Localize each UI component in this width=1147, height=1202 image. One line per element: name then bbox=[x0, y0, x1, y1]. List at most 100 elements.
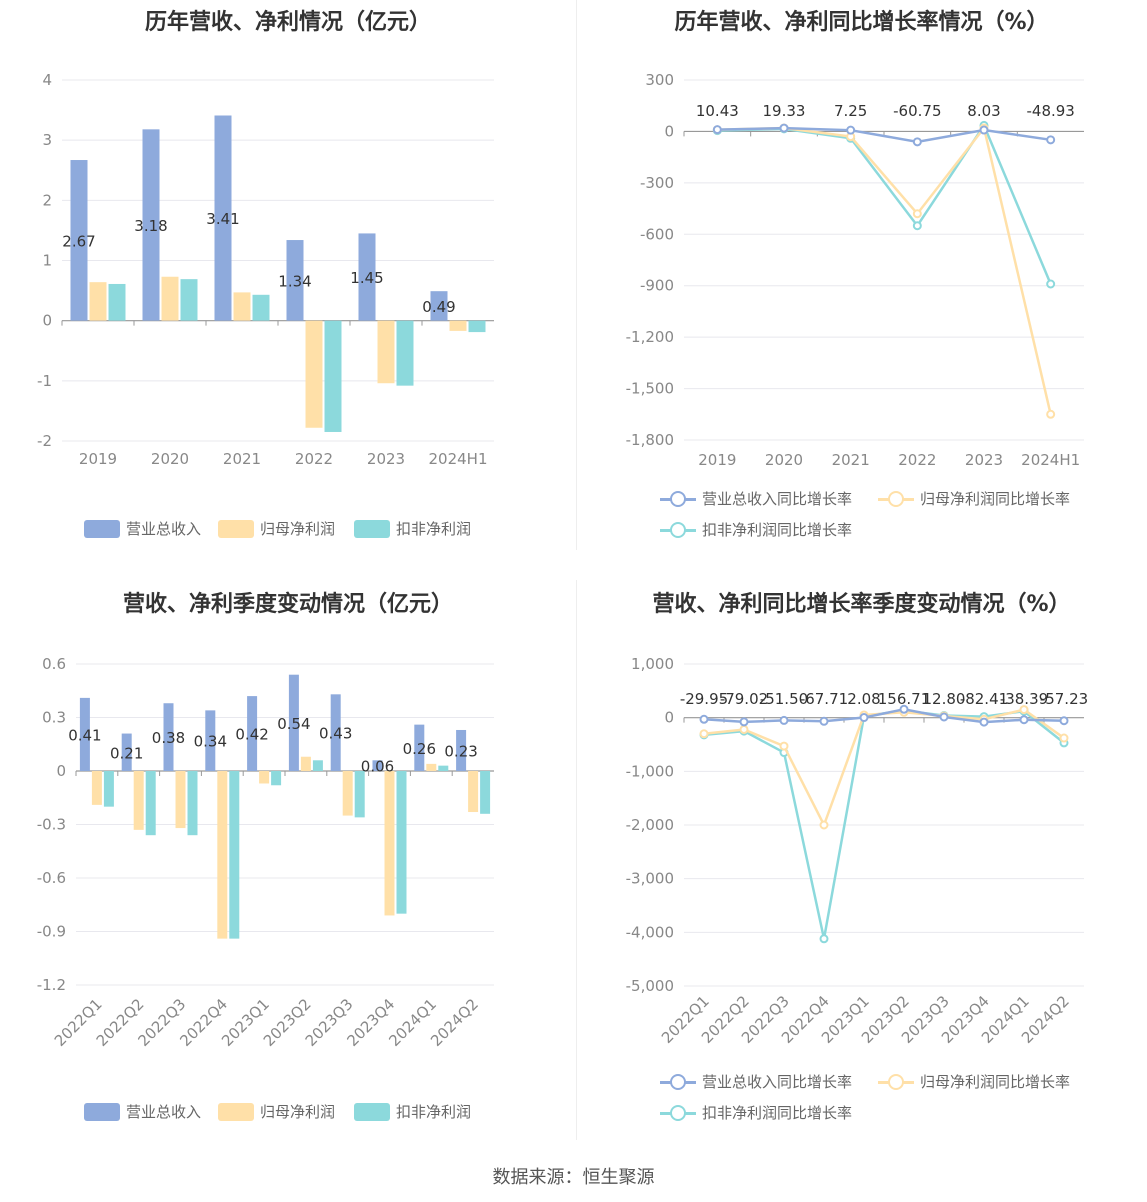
data-label: 0.38 bbox=[152, 729, 185, 747]
bar bbox=[108, 283, 126, 321]
legend-line-icon bbox=[660, 490, 696, 508]
x-tick-label: 2019 bbox=[698, 451, 736, 469]
y-tick-label: 0.6 bbox=[42, 655, 66, 673]
data-label: 3.18 bbox=[134, 217, 167, 235]
annual-values-chart: 4 3 2 1 0 -1 -2 2019 2020 2021 2022 2023 2024H1 2.67 3… bbox=[37, 71, 494, 468]
bar bbox=[426, 763, 437, 771]
bar bbox=[180, 279, 198, 321]
data-point bbox=[819, 820, 829, 830]
data-label: 0.34 bbox=[194, 733, 227, 751]
data-point bbox=[1059, 733, 1069, 743]
quarterly-growth-panel: 营收、净利同比增长率季度变动情况（%） 1,000 0 -1,000 -2,000 -3… bbox=[576, 580, 1147, 1140]
bar bbox=[372, 760, 383, 771]
data-point bbox=[1059, 716, 1069, 726]
data-label: 12.80 bbox=[923, 690, 966, 708]
legend-line-icon bbox=[878, 1073, 914, 1091]
legend-line-icon bbox=[878, 490, 914, 508]
data-point bbox=[846, 125, 856, 135]
data-point bbox=[979, 125, 989, 135]
data-point bbox=[1019, 715, 1029, 725]
y-tick-label: 0.3 bbox=[42, 709, 66, 727]
y-tick-label: -300 bbox=[640, 174, 674, 192]
data-label: 0.42 bbox=[235, 726, 268, 744]
legend-item-net-profit[interactable]: 归母净利润 bbox=[218, 1101, 335, 1122]
data-label: -60.75 bbox=[893, 102, 941, 120]
bar bbox=[468, 771, 479, 813]
bar bbox=[324, 320, 342, 432]
y-tick-label: -1 bbox=[37, 372, 52, 390]
bar bbox=[121, 733, 132, 771]
chart-title: 营收、净利季度变动情况（亿元） bbox=[122, 592, 453, 617]
legend-swatch bbox=[218, 1102, 254, 1121]
legend-item-deducted-profit[interactable]: 扣非净利润 bbox=[354, 518, 471, 539]
legend-item-revenue-growth[interactable]: 营业总收入同比增长率 bbox=[660, 1071, 852, 1092]
x-tick-label: 2024H1 bbox=[1021, 451, 1080, 469]
data-label: 0.41 bbox=[68, 726, 101, 744]
series-line bbox=[703, 708, 1065, 829]
chart-title: 营收、净利同比增长率季度变动情况（%） bbox=[652, 592, 1071, 617]
legend-item-deducted-profit-growth[interactable]: 扣非净利润同比增长率 bbox=[660, 519, 852, 540]
data-label: -38.39 bbox=[1000, 690, 1048, 708]
x-tick-label: 2022 bbox=[295, 450, 333, 468]
legend-item-deducted-profit-growth[interactable]: 扣非净利润同比增长率 bbox=[660, 1102, 852, 1123]
data-point bbox=[912, 209, 922, 219]
bar bbox=[312, 760, 323, 771]
data-label: 0.49 bbox=[422, 298, 455, 316]
legend-item-net-profit-growth[interactable]: 归母净利润同比增长率 bbox=[878, 1071, 1070, 1092]
data-point bbox=[1046, 409, 1056, 419]
data-label: 156.71 bbox=[878, 690, 931, 708]
data-point bbox=[779, 741, 789, 751]
bar bbox=[377, 320, 395, 384]
legend-label: 营业总收入同比增长率 bbox=[702, 1073, 853, 1091]
legend-swatch bbox=[354, 519, 390, 538]
bar bbox=[229, 771, 240, 939]
y-tick-label: 300 bbox=[645, 71, 674, 89]
y-tick-label: -1,000 bbox=[626, 762, 674, 780]
bar bbox=[449, 320, 467, 331]
y-tick-label: 4 bbox=[42, 71, 52, 89]
bar bbox=[396, 771, 407, 914]
data-point bbox=[1046, 135, 1056, 145]
bar bbox=[79, 697, 90, 771]
bar bbox=[91, 771, 102, 805]
data-label: -82.41 bbox=[960, 690, 1008, 708]
y-tick-label: -1,500 bbox=[626, 380, 674, 398]
chart-legend: 营业总收入同比增长率 归母净利润同比增长率 扣非净利润同比增长率 bbox=[576, 488, 1147, 548]
legend-label: 扣非净利润同比增长率 bbox=[702, 1104, 853, 1122]
y-tick-label: -4,000 bbox=[626, 923, 674, 941]
legend-item-revenue-growth[interactable]: 营业总收入同比增长率 bbox=[660, 488, 852, 509]
y-tick-label: 1,000 bbox=[631, 655, 674, 673]
legend-label: 归母净利润同比增长率 bbox=[920, 1073, 1071, 1091]
data-point bbox=[699, 729, 709, 739]
y-tick-label: -1,800 bbox=[626, 431, 674, 449]
data-point bbox=[779, 715, 789, 725]
legend-line-icon bbox=[660, 521, 696, 539]
legend-item-deducted-profit[interactable]: 扣非净利润 bbox=[354, 1101, 471, 1122]
annual-values-panel: 历年营收、净利情况（亿元） 4 3 2 1 0 -1 -2 2019 2020 2021 2022 2… bbox=[0, 0, 576, 560]
legend-item-net-profit[interactable]: 归母净利润 bbox=[218, 518, 335, 539]
quarterly-values-chart: 0.60.30-0.3-0.6-0.9-1.22022Q12022Q22022Q… bbox=[37, 655, 494, 1050]
bar bbox=[247, 696, 258, 771]
data-point bbox=[939, 712, 949, 722]
data-label: 2.08 bbox=[847, 690, 880, 708]
bar bbox=[480, 771, 491, 814]
data-point bbox=[819, 716, 829, 726]
x-tick-label: 2021 bbox=[832, 451, 870, 469]
bar bbox=[161, 276, 179, 321]
data-label: -48.93 bbox=[1026, 102, 1074, 120]
legend-item-revenue[interactable]: 营业总收入 bbox=[84, 1101, 201, 1122]
quarterly-growth-chart: 1,0000-1,000-2,000-3,000-4,000-5,0002022… bbox=[626, 655, 1089, 1047]
y-tick-label: -5,000 bbox=[626, 977, 674, 995]
x-tick-label: 2020 bbox=[765, 451, 803, 469]
data-point bbox=[699, 714, 709, 724]
y-tick-label: -2 bbox=[37, 432, 52, 450]
data-label: 0.23 bbox=[444, 742, 477, 760]
bar bbox=[396, 320, 414, 386]
legend-item-net-profit-growth[interactable]: 归母净利润同比增长率 bbox=[878, 488, 1070, 509]
legend-item-revenue[interactable]: 营业总收入 bbox=[84, 518, 201, 539]
data-point bbox=[859, 713, 869, 723]
data-label: 8.03 bbox=[967, 102, 1000, 120]
chart-title: 历年营收、净利同比增长率情况（%） bbox=[674, 10, 1049, 35]
x-tick-label: 2022 bbox=[898, 451, 936, 469]
chart-title: 历年营收、净利情况（亿元） bbox=[144, 10, 431, 35]
